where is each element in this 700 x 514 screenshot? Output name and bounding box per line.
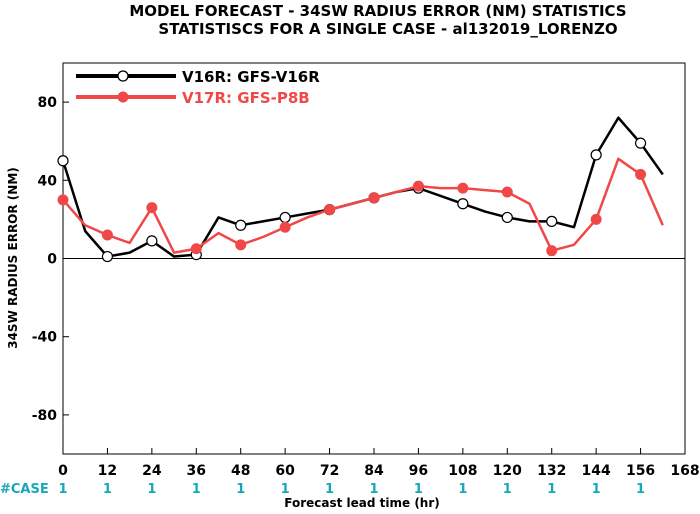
- chart-title-line2: STATISTISCS FOR A SINGLE CASE - al132019…: [158, 20, 617, 38]
- series-2-point: [101, 229, 113, 241]
- case-count: 1: [414, 482, 423, 497]
- series-2-point: [457, 182, 469, 194]
- x-tick-label: 132: [537, 463, 566, 479]
- series-1-point: [546, 215, 558, 227]
- case-count: 1: [636, 482, 645, 497]
- case-count: 1: [503, 482, 512, 497]
- y-tick-label: 0: [47, 252, 57, 268]
- series-1-point: [590, 149, 602, 161]
- series-1-point: [279, 211, 291, 224]
- y-tick-label: 40: [38, 173, 58, 189]
- x-tick-label: 12: [98, 463, 117, 479]
- case-count: 1: [58, 482, 67, 497]
- x-tick-label: 144: [582, 463, 611, 479]
- legend-label-v16r: V16R: GFS-V16R: [182, 68, 320, 86]
- case-count: 1: [103, 482, 112, 497]
- legend: V16R: GFS-V16R V17R: GFS-P8B: [76, 68, 320, 107]
- x-tick-label: 60: [275, 463, 295, 479]
- chart-title-line1: MODEL FORECAST - 34SW RADIUS ERROR (NM) …: [129, 2, 626, 20]
- series-2-point: [590, 213, 602, 225]
- case-count: 1: [325, 482, 334, 497]
- x-tick-label: 168: [670, 463, 699, 479]
- case-count: 1: [369, 482, 378, 497]
- y-axis: 80 40 0 -40 -80: [32, 95, 69, 424]
- x-tick-label: 24: [142, 463, 162, 479]
- x-tick-label: 84: [364, 463, 384, 479]
- x-tick-label: 120: [493, 463, 522, 479]
- series-1-point: [101, 250, 114, 263]
- series-2-point: [279, 221, 291, 233]
- case-count: 1: [281, 482, 290, 497]
- x-tick-label: 48: [231, 463, 250, 479]
- series-1-point: [235, 219, 247, 231]
- x-tick-label: 108: [448, 463, 477, 479]
- series-1-point: [501, 211, 513, 224]
- series-1-point: [57, 155, 69, 167]
- x-axis: 0 12 24 36 48 60 72 84 96 108 120 132 144 156 168: [58, 448, 700, 479]
- x-tick-label: 36: [187, 463, 206, 479]
- series-2-point: [190, 243, 202, 255]
- series-line-2: [62, 157, 664, 254]
- case-count: 1: [147, 482, 156, 497]
- case-count: 1: [458, 482, 467, 497]
- case-label: #CASE: [0, 482, 49, 497]
- series-2-point: [546, 245, 558, 257]
- series-2-point: [57, 194, 69, 206]
- y-tick-label: -80: [32, 408, 58, 424]
- x-tick-label: 156: [626, 463, 655, 479]
- x-tick-label: 0: [58, 463, 68, 479]
- case-count: 1: [547, 482, 556, 497]
- series-layer: [57, 116, 664, 263]
- legend-marker-v17r: [117, 91, 129, 103]
- series-1-point: [457, 198, 469, 210]
- series-2-point: [412, 180, 424, 192]
- y-axis-label: 34SW RADIUS ERROR (NM): [6, 167, 20, 349]
- y-tick-label: 80: [38, 95, 58, 111]
- case-count: 1: [236, 482, 245, 497]
- x-tick-label: 96: [409, 463, 428, 479]
- case-counts: 1 1 1 1 1 1 1 1 1 1 1 1 1 1: [58, 482, 645, 497]
- legend-label-v17r: V17R: GFS-P8B: [182, 89, 310, 107]
- series-1-point: [634, 137, 647, 149]
- legend-marker-v16r: [117, 70, 129, 82]
- case-count: 1: [592, 482, 601, 497]
- x-axis-label: Forecast lead time (hr): [284, 496, 440, 510]
- series-2-point: [235, 239, 247, 251]
- series-1-point: [146, 235, 158, 247]
- y-tick-label: -40: [32, 330, 58, 346]
- case-count: 1: [192, 482, 201, 497]
- series-2-point: [146, 202, 158, 214]
- series-2-point: [324, 204, 336, 216]
- series-2-point: [368, 192, 380, 204]
- series-2-point: [635, 168, 647, 180]
- x-tick-label: 72: [320, 463, 339, 479]
- series-2-point: [501, 186, 513, 198]
